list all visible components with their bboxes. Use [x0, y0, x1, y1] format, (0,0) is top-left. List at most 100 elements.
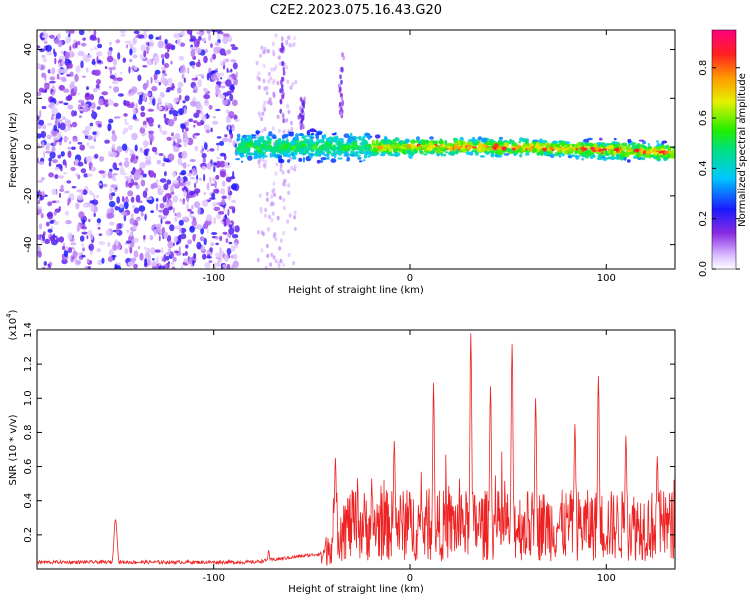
heatmap-cell	[97, 226, 101, 230]
colorbar-tick-label: 0.2	[698, 211, 709, 227]
heatmap-cell	[560, 146, 566, 152]
heatmap-cell	[57, 68, 64, 74]
heatmap-cell	[216, 142, 220, 146]
heatmap-cell	[139, 147, 143, 153]
heatmap-cell	[71, 110, 76, 117]
heatmap-cell	[293, 215, 296, 220]
heatmap-cell	[124, 176, 129, 179]
heatmap-cell	[67, 104, 74, 110]
heatmap-cell	[236, 138, 241, 141]
heatmap-cell	[193, 252, 196, 260]
heatmap-cell	[341, 101, 344, 107]
heatmap-cell	[267, 100, 271, 105]
heatmap-cell	[362, 159, 366, 162]
heatmap-cell	[287, 109, 291, 115]
heatmap-cell	[539, 148, 544, 155]
heatmap-cell	[592, 154, 596, 158]
heatmap-cell	[281, 76, 285, 82]
heatmap-cell	[170, 191, 175, 195]
heatmap-cell	[267, 214, 271, 220]
heatmap-cell	[39, 109, 42, 118]
heatmap-cell	[215, 236, 219, 240]
heatmap-cell	[163, 158, 170, 163]
heatmap-cell	[547, 142, 550, 146]
heatmap-cell	[258, 151, 265, 155]
heatmap-cell	[129, 174, 133, 179]
heatmap-cell	[189, 191, 195, 196]
heatmap-cell	[231, 124, 235, 132]
heatmap-cell	[599, 137, 603, 141]
heatmap-cell	[656, 143, 662, 148]
heatmap-cell	[192, 120, 198, 124]
heatmap-cell	[556, 144, 561, 148]
heatmap-cell	[53, 51, 57, 57]
heatmap-cell	[107, 256, 114, 263]
heatmap-cell	[88, 145, 95, 149]
heatmap-cell	[276, 215, 280, 221]
heatmap-cell	[70, 242, 77, 246]
heatmap-cell	[230, 44, 236, 47]
heatmap-cell	[104, 99, 110, 108]
heatmap-cell	[173, 97, 179, 103]
heatmap-cell	[328, 140, 333, 143]
heatmap-cell	[85, 125, 92, 131]
heatmap-cell	[278, 61, 282, 66]
heatmap-cell	[216, 160, 221, 168]
heatmap-cell	[147, 258, 151, 266]
heatmap-cell	[129, 217, 135, 225]
heatmap-cell	[227, 35, 233, 43]
heatmap-cell	[90, 102, 96, 110]
heatmap-cell	[47, 228, 53, 233]
heatmap-cell	[283, 182, 287, 187]
heatmap-cell	[145, 187, 148, 192]
heatmap-cell	[298, 157, 303, 162]
heatmap-cell	[67, 232, 73, 240]
heatmap-cell	[257, 85, 261, 90]
heatmap-cell	[206, 227, 209, 234]
heatmap-cell	[131, 132, 138, 141]
heatmap-cell	[65, 219, 72, 225]
heatmap-cell	[58, 192, 62, 198]
heatmap-cell	[226, 58, 230, 62]
heatmap-cell	[632, 145, 637, 150]
heatmap-cell	[199, 104, 203, 111]
heatmap-cell	[606, 157, 612, 160]
heatmap-cell	[273, 67, 277, 72]
heatmap-cell	[184, 95, 190, 102]
heatmap-cell	[123, 113, 128, 117]
heatmap-cell	[72, 251, 78, 258]
heatmap-cell	[67, 125, 72, 131]
heatmap-cell	[149, 40, 155, 48]
heatmap-cell	[78, 115, 82, 118]
heatmap-cell	[205, 49, 208, 53]
heatmap-cell	[132, 108, 136, 115]
heatmap-cell	[529, 143, 535, 147]
heatmap-cell	[320, 159, 324, 163]
heatmap-cell	[97, 183, 103, 186]
heatmap-cell	[262, 49, 266, 55]
heatmap-cell	[322, 137, 325, 144]
heatmap-cell	[488, 146, 493, 151]
heatmap-cell	[70, 80, 76, 84]
heatmap-cell	[123, 214, 127, 222]
heatmap-cell	[133, 207, 140, 214]
y-tick-label: -40	[23, 236, 34, 252]
heatmap-cell	[279, 167, 283, 172]
heatmap-cell	[195, 178, 198, 184]
heatmap-cell	[43, 150, 46, 159]
heatmap-cell	[263, 164, 267, 169]
colorbar-gradient	[711, 29, 737, 270]
heatmap-cell	[176, 212, 182, 218]
heatmap-cell	[245, 134, 253, 138]
heatmap-cell	[481, 137, 488, 143]
heatmap-cell	[158, 214, 162, 219]
heatmap-cell	[163, 113, 167, 119]
heatmap-cell	[113, 102, 119, 107]
heatmap-cell	[364, 133, 371, 136]
heatmap-cell	[590, 146, 595, 150]
heatmap-cell	[291, 82, 295, 87]
heatmap-cell	[280, 79, 283, 85]
heatmap-cell	[142, 120, 147, 126]
heatmap-cell	[180, 264, 184, 269]
heatmap-cell	[290, 165, 294, 171]
